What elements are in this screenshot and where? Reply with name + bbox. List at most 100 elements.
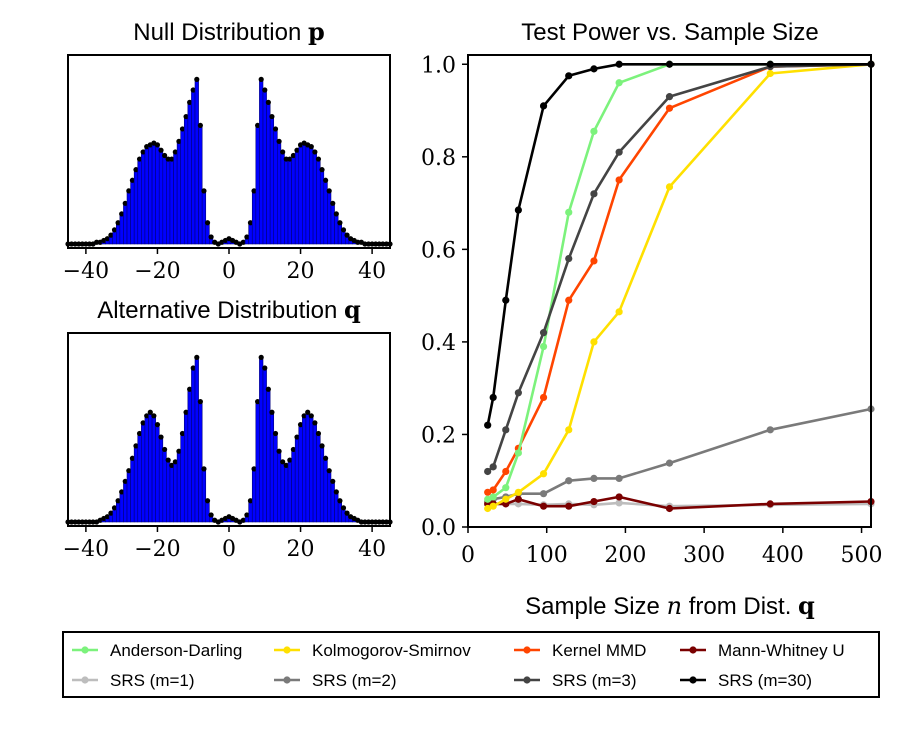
alt-dist-point bbox=[86, 519, 93, 525]
null-dist-bar bbox=[316, 158, 321, 245]
alt-dist-point bbox=[204, 498, 211, 504]
series-point-anderson-darling bbox=[502, 484, 510, 492]
series-point-kernel-mmd bbox=[665, 104, 674, 112]
series-point-anderson-darling bbox=[615, 79, 623, 87]
power-x-tick-label: 300 bbox=[683, 543, 725, 568]
series-point-kolmogorov-smirnov bbox=[539, 470, 548, 478]
power-x-tick-label: 500 bbox=[841, 543, 883, 568]
null-dist-point bbox=[194, 76, 200, 82]
series-point-srs-m-3 bbox=[484, 467, 492, 476]
series-point-kernel-mmd bbox=[484, 488, 492, 496]
null-dist-point bbox=[376, 241, 382, 247]
null-dist-bar bbox=[330, 202, 335, 245]
null-dist-point bbox=[240, 239, 246, 245]
null-dist-bar bbox=[123, 202, 128, 245]
series-point-mann-whitney-u bbox=[539, 502, 548, 510]
alt-dist-point bbox=[197, 399, 203, 405]
series-point-srs-m-2 bbox=[590, 474, 598, 483]
null-dist-point bbox=[262, 87, 268, 93]
power-x-tick-label: 400 bbox=[762, 543, 804, 568]
alt-dist-bar bbox=[176, 450, 182, 523]
null-dist-point bbox=[79, 241, 85, 247]
null-dist-bar bbox=[137, 158, 142, 245]
alt-dist-bar bbox=[194, 357, 199, 523]
alt-dist-bar bbox=[337, 500, 343, 523]
alt-dist-bar bbox=[130, 457, 135, 523]
alt-dist-bar bbox=[248, 500, 253, 523]
null-dist-point bbox=[179, 126, 186, 132]
series-point-srs-m-30 bbox=[502, 296, 510, 304]
alt-dist-bars bbox=[65, 354, 393, 525]
alt-dist-point bbox=[90, 519, 96, 525]
null-dist-point bbox=[251, 188, 257, 194]
series-point-srs-m-3 bbox=[615, 148, 623, 156]
null-dist-bar bbox=[166, 158, 171, 245]
power-y-tick-label: 0.2 bbox=[421, 423, 456, 448]
null-dist-bar bbox=[302, 142, 307, 245]
alt-dist-point bbox=[68, 519, 75, 525]
power-y-tick-label: 0.0 bbox=[421, 516, 456, 541]
series-point-srs-m-2 bbox=[766, 426, 774, 434]
legend-label-srs-m-1: SRS (m=1) bbox=[110, 671, 195, 690]
alt-dist-bar bbox=[116, 500, 121, 523]
alt-dist-point bbox=[165, 457, 171, 463]
alt-dist-point bbox=[154, 422, 161, 428]
null-dist-point bbox=[244, 234, 250, 240]
power-x-tick-label: 100 bbox=[526, 543, 568, 568]
null-dist-point bbox=[369, 241, 375, 247]
series-point-anderson-darling bbox=[539, 342, 548, 351]
null-dist-bar bbox=[327, 190, 332, 245]
null-dist-point bbox=[373, 241, 379, 247]
alt-dist-point bbox=[287, 457, 293, 463]
null-dist-point bbox=[330, 200, 336, 206]
legend-marker-srs-m-30 bbox=[689, 676, 697, 684]
alt-dist-bar bbox=[191, 367, 196, 523]
null-dist-point bbox=[136, 156, 143, 162]
null-dist-bar bbox=[183, 116, 189, 245]
alt-dist-bar bbox=[148, 411, 153, 523]
alt-dist-point bbox=[265, 386, 271, 392]
alt-dist-point bbox=[76, 519, 82, 525]
series-point-srs-m-3 bbox=[502, 426, 510, 434]
alt-dist-bar bbox=[166, 459, 171, 523]
power-x-tick-label: 200 bbox=[604, 543, 646, 568]
null-dist-point bbox=[122, 200, 128, 206]
alt-dist-point bbox=[380, 519, 386, 525]
series-point-srs-m-30 bbox=[615, 60, 623, 68]
series-point-srs-m-30 bbox=[590, 65, 598, 73]
series-point-kolmogorov-smirnov bbox=[766, 69, 774, 78]
null-dist-tick-label: 20 bbox=[287, 259, 315, 284]
alt-dist-bar bbox=[169, 465, 174, 523]
series-point-anderson-darling bbox=[484, 495, 492, 503]
alt-dist-bar bbox=[144, 415, 149, 523]
alt-dist-point bbox=[365, 519, 372, 525]
alt-dist-point bbox=[115, 498, 121, 504]
null-dist-bar bbox=[312, 151, 317, 245]
null-dist-point bbox=[383, 241, 390, 247]
alt-dist-bar bbox=[201, 468, 207, 523]
null-dist-bar bbox=[126, 190, 131, 245]
series-point-mann-whitney-u bbox=[590, 497, 598, 506]
series-point-srs-m-30 bbox=[514, 206, 522, 214]
null-dist-point bbox=[255, 122, 261, 129]
alt-dist-point bbox=[133, 443, 139, 449]
null-dist-bar bbox=[273, 128, 278, 245]
alt-dist-point bbox=[269, 409, 275, 415]
alt-dist-tick-label: −40 bbox=[63, 537, 109, 562]
alt-dist-bar bbox=[334, 491, 339, 523]
series-point-anderson-darling bbox=[489, 493, 497, 501]
alt-dist-point bbox=[272, 430, 279, 437]
series-line-kernel-mmd bbox=[487, 63, 872, 494]
null-dist-point bbox=[326, 188, 332, 194]
alt-dist-point bbox=[172, 459, 178, 465]
alt-dist-point bbox=[119, 489, 125, 495]
null-dist-bar bbox=[334, 213, 339, 245]
null-dist-point bbox=[290, 152, 296, 159]
series-line-srs-m-2 bbox=[487, 407, 872, 503]
alt-dist-tick-label: 40 bbox=[358, 537, 386, 562]
series-point-srs-m-30 bbox=[766, 60, 774, 68]
alt-dist-bar bbox=[269, 411, 275, 523]
null-dist-bar bbox=[198, 125, 203, 245]
null-dist-point bbox=[154, 142, 161, 148]
legend-label-anderson-darling: Anderson-Darling bbox=[110, 641, 242, 660]
